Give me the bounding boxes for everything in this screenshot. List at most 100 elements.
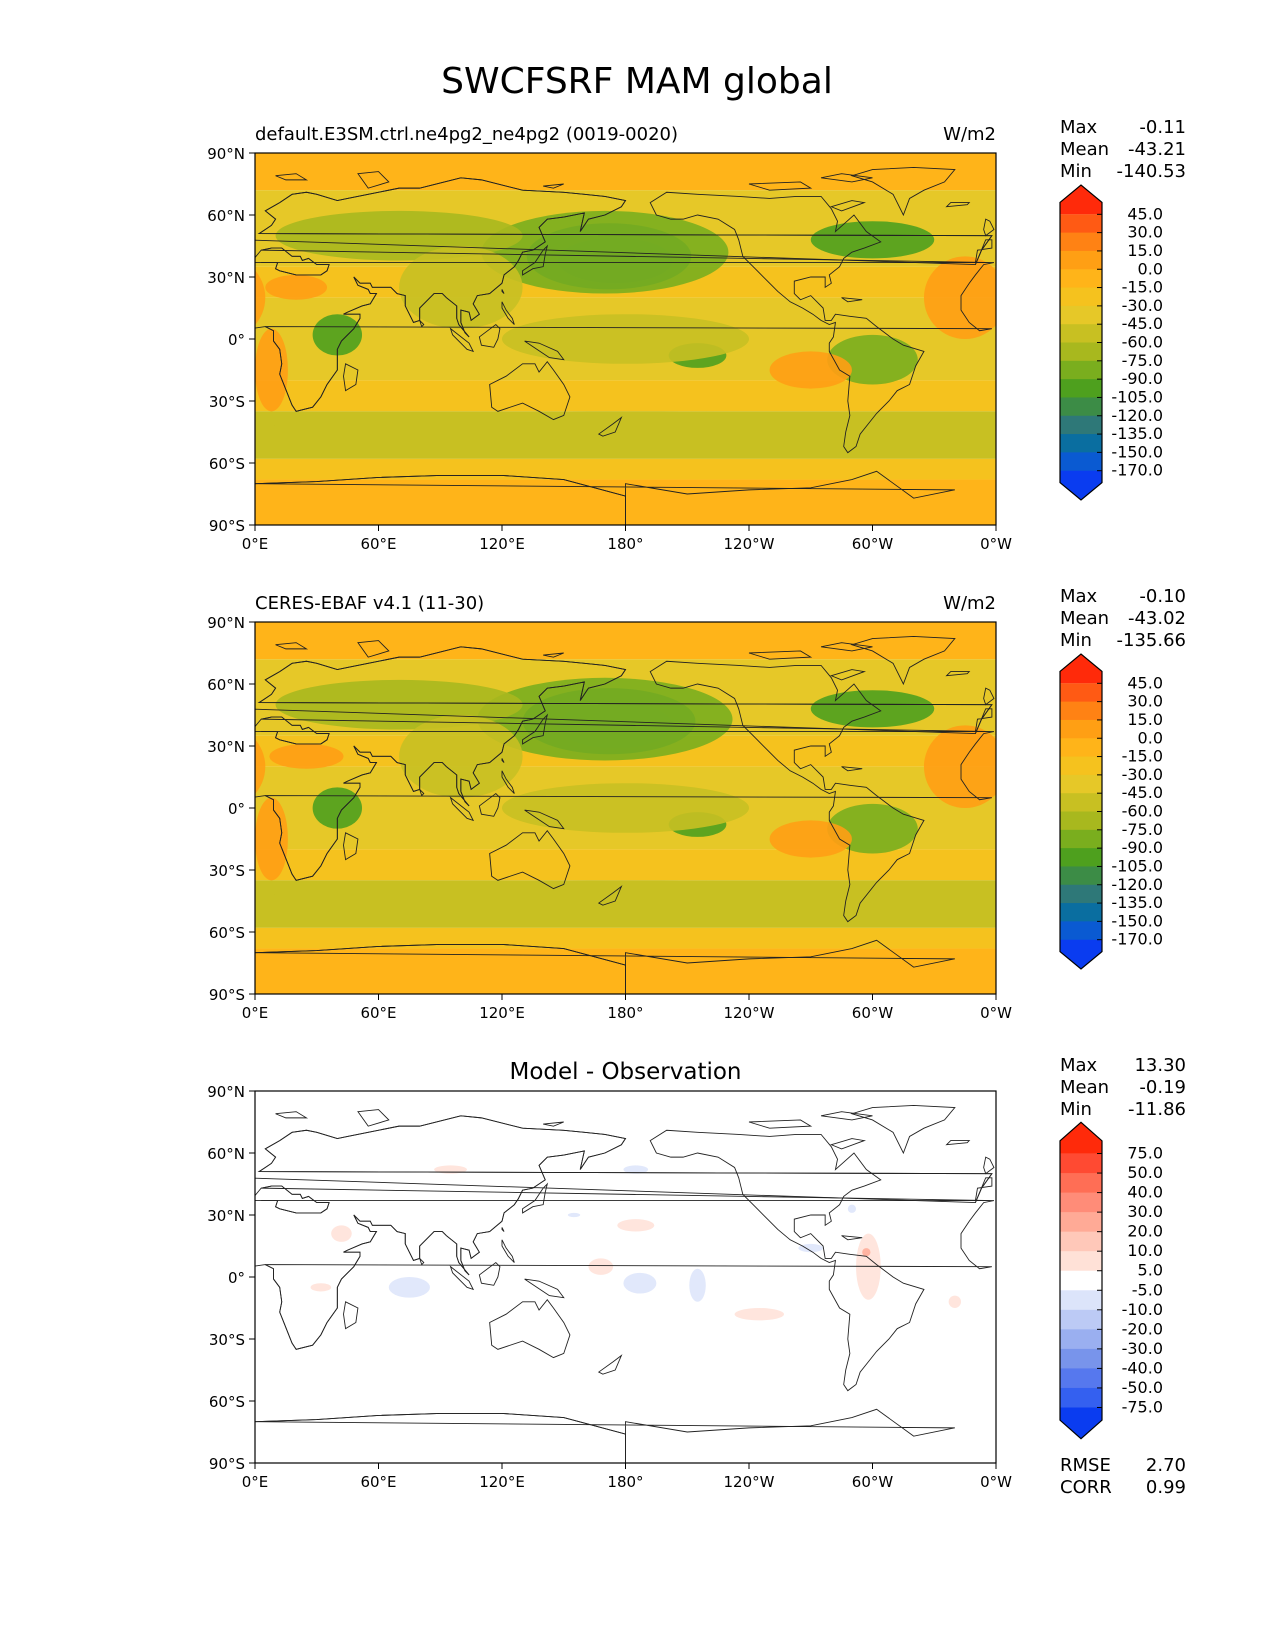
coastline (419, 1258, 425, 1266)
contour-region (862, 1248, 871, 1257)
contour-field (255, 153, 996, 525)
colorbar-label: -5.0 (1132, 1280, 1163, 1299)
contour-region (923, 725, 996, 808)
coastline (543, 183, 564, 189)
colorbar-swatch (1060, 1368, 1102, 1389)
coastline (357, 640, 390, 658)
coastline (343, 1301, 359, 1330)
colorbar: 75.050.040.030.020.010.05.0-5.0-10.0-20.… (1059, 1121, 1163, 1440)
colorbar-swatch (1060, 434, 1102, 453)
contour-region (567, 1212, 581, 1218)
lat-tick-label: 30°S (209, 393, 245, 411)
contour-region (310, 1283, 332, 1292)
coastline (850, 167, 956, 217)
contour-region (948, 1295, 962, 1309)
contour-region (255, 880, 996, 922)
colorbar-label: -20.0 (1122, 1319, 1163, 1338)
coastline (489, 360, 571, 421)
colorbar-label: -105.0 (1111, 856, 1163, 875)
colorbar-label: -30.0 (1122, 765, 1163, 784)
coastline (255, 1115, 993, 1350)
stat-value: 13.30 (1134, 1055, 1186, 1076)
coastline (850, 636, 956, 686)
extra-stat-value: 0.99 (1146, 1477, 1186, 1498)
lon-tick-label: 0°E (242, 535, 269, 553)
coastline (829, 1138, 867, 1150)
coastline (522, 1182, 549, 1214)
coastline (945, 671, 971, 677)
colorbar-label: -30.0 (1122, 1339, 1163, 1358)
colorbar-swatch (1060, 342, 1102, 362)
colorbar-label: -15.0 (1122, 747, 1163, 766)
lat-tick-label: 90°N (207, 1083, 245, 1101)
colorbar-swatch (1060, 324, 1102, 343)
panel-title-left: CERES-EBAF v4.1 (11-30) (255, 593, 484, 614)
contour-region (617, 1219, 655, 1232)
lon-tick-label: 0°E (242, 1473, 269, 1491)
coastline (357, 1109, 390, 1127)
coastline (478, 323, 501, 348)
coastline (501, 770, 515, 794)
coastline (449, 796, 475, 822)
colorbar-swatch (1060, 866, 1102, 886)
contour-region (798, 1243, 824, 1253)
colorbar-swatch (1060, 884, 1102, 904)
colorbar-label: 45.0 (1127, 673, 1163, 692)
lat-tick-label: 30°N (207, 738, 245, 756)
contour-region (588, 1258, 614, 1275)
colorbar-label: 15.0 (1127, 241, 1163, 260)
extra-stat-value: 2.70 (1146, 1455, 1186, 1476)
contour-region (623, 1272, 657, 1294)
contour-region (923, 256, 996, 339)
lon-tick-label: 180° (607, 1473, 643, 1491)
colorbar-label: 40.0 (1127, 1183, 1163, 1202)
lat-tick-label: 90°N (207, 614, 245, 632)
coastline (419, 789, 425, 797)
coastline (820, 1111, 873, 1121)
stat-value: -0.10 (1139, 586, 1186, 607)
coastline (649, 660, 925, 923)
stat-value: -0.11 (1139, 117, 1186, 138)
colorbar-label: -90.0 (1122, 838, 1163, 857)
coastlines (255, 1105, 995, 1463)
lon-tick-label: 0°E (242, 1004, 269, 1022)
lon-tick-label: 60°E (360, 1004, 396, 1022)
stat-value: -0.19 (1139, 1077, 1186, 1098)
colorbar-swatch (1060, 287, 1102, 307)
coastline (748, 650, 813, 660)
colorbar: 45.030.015.00.0-15.0-30.0-45.0-60.0-75.0… (1059, 184, 1163, 501)
contour-region (255, 797, 288, 881)
coastline (543, 652, 564, 658)
colorbar-swatch (1060, 701, 1102, 721)
stat-label: Max (1060, 1055, 1098, 1076)
lon-tick-label: 120°W (724, 535, 775, 553)
colorbar-swatch (1060, 719, 1102, 739)
colorbar-label: -50.0 (1122, 1378, 1163, 1397)
coastline (501, 758, 505, 763)
colorbar-swatch (1060, 1348, 1102, 1369)
lat-tick-label: 90°S (209, 1455, 245, 1473)
contour-region (312, 314, 363, 356)
colorbar-label: 0.0 (1138, 728, 1163, 747)
colorbar-swatch (1060, 1212, 1102, 1233)
colorbar-swatch (1060, 250, 1102, 270)
coastline (275, 173, 309, 181)
colorbar-label: 45.0 (1127, 204, 1163, 223)
colorbar-swatch (1060, 654, 1102, 684)
colorbar-swatch (1060, 829, 1102, 849)
lon-tick-label: 120°E (479, 1473, 525, 1491)
contour-region (399, 715, 523, 798)
colorbar-swatch (1060, 738, 1102, 758)
panels: 90°N60°N30°N0°30°S60°S90°S0°E 60°E 120°E 18… (207, 117, 1186, 1498)
colorbar-label: -135.0 (1111, 893, 1163, 912)
figure-title: SWCFSRF MAM global (441, 61, 833, 102)
colorbar-label: -105.0 (1111, 387, 1163, 406)
coastline (357, 171, 390, 189)
colorbar-label: 30.0 (1127, 1202, 1163, 1221)
colorbar-swatch (1060, 1407, 1102, 1439)
colorbar-label: -15.0 (1122, 278, 1163, 297)
zonal-band (255, 849, 996, 881)
contour-region (810, 221, 935, 259)
coastline (983, 1156, 995, 1175)
colorbar-label: -120.0 (1111, 875, 1163, 894)
